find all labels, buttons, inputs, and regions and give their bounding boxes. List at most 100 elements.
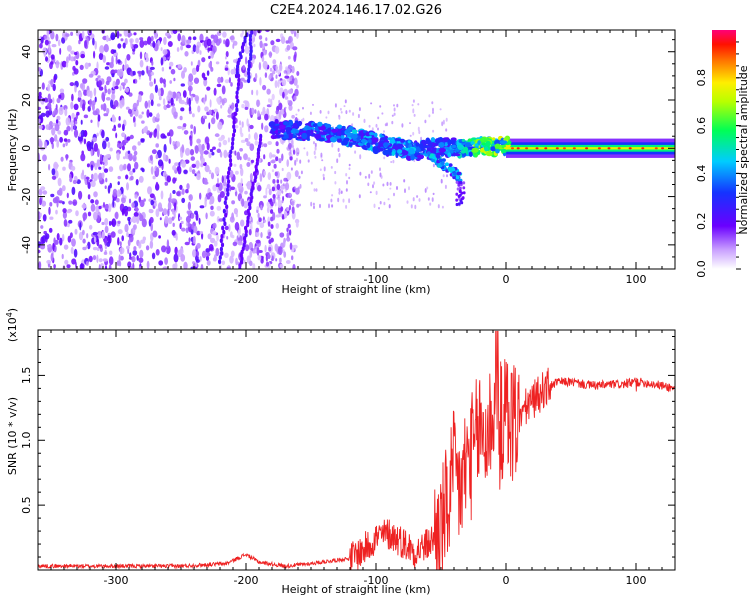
spectrogram-cell bbox=[224, 252, 229, 258]
spectrogram-cell bbox=[66, 192, 69, 199]
spectrogram-cell bbox=[368, 124, 371, 128]
spectrogram-cell bbox=[209, 148, 214, 153]
spectrogram-cell bbox=[154, 84, 158, 94]
spectrogram-cell bbox=[281, 199, 284, 204]
spectrogram-cell bbox=[68, 200, 73, 205]
spectrogram-cell bbox=[206, 260, 211, 266]
spectrogram-cell bbox=[249, 107, 252, 117]
spectrogram-cell bbox=[111, 116, 117, 123]
spectrogram-cell bbox=[278, 63, 283, 72]
track-peak bbox=[585, 147, 589, 150]
track-cell bbox=[435, 154, 440, 158]
track-cell bbox=[410, 154, 415, 161]
spectrogram-streak bbox=[222, 208, 226, 214]
track-cell bbox=[279, 129, 284, 133]
spectrogram-cell bbox=[155, 181, 159, 190]
spectrogram-cell bbox=[180, 45, 184, 51]
spectrogram-cell bbox=[92, 137, 98, 143]
spectrogram-cell bbox=[345, 110, 348, 115]
spectrogram-cell bbox=[56, 115, 61, 121]
spectrogram-cell bbox=[275, 38, 281, 43]
spectrogram-cell bbox=[190, 266, 194, 269]
spectrogram-cell bbox=[404, 188, 406, 193]
spectrogram-cell bbox=[195, 160, 200, 169]
spectrogram-cell bbox=[418, 198, 421, 202]
spectrogram-cell bbox=[302, 106, 304, 110]
spectrogram-cell bbox=[132, 145, 137, 151]
spectrogram-cell bbox=[201, 143, 205, 151]
track-peak bbox=[607, 147, 611, 150]
spectrogram-cell bbox=[229, 35, 235, 41]
spectrogram-cell bbox=[56, 139, 60, 148]
spectrogram-cell bbox=[260, 204, 263, 209]
track-cell bbox=[485, 151, 493, 157]
spectrogram-streak bbox=[235, 107, 239, 113]
spectrogram-cell bbox=[101, 221, 105, 226]
spectrogram-cell bbox=[197, 105, 201, 113]
spectrogram-cell bbox=[179, 115, 183, 121]
spectrogram-cell bbox=[389, 182, 392, 186]
spectrogram-cell bbox=[84, 130, 87, 138]
spectrogram-cell bbox=[190, 124, 194, 129]
spectrogram-cell bbox=[160, 47, 163, 52]
spectrogram-streak bbox=[273, 163, 277, 169]
spectrogram-cell bbox=[445, 128, 448, 132]
track-cell bbox=[455, 192, 459, 196]
spectrogram-cell bbox=[192, 44, 197, 53]
spectrogram-cell bbox=[185, 215, 191, 223]
spectrogram-cell bbox=[111, 218, 117, 228]
spectrogram-cell bbox=[103, 113, 109, 117]
spectrogram-cell bbox=[138, 257, 144, 264]
spectrogram-cell bbox=[174, 246, 178, 255]
spectrogram-cell bbox=[152, 175, 156, 180]
spectrogram-cell bbox=[160, 57, 164, 66]
spectrogram-streak bbox=[236, 86, 240, 91]
spectrogram-cell bbox=[255, 230, 260, 238]
spectrogram-cell bbox=[96, 132, 99, 137]
spectrogram-cell bbox=[51, 44, 57, 48]
spectrogram-cell bbox=[386, 122, 388, 127]
spectrogram-cell bbox=[375, 123, 378, 128]
spectrogram-cell bbox=[346, 180, 348, 185]
spectrogram-cell bbox=[240, 77, 245, 82]
spectrogram-cell bbox=[194, 95, 200, 102]
spectrogram-cell bbox=[216, 148, 221, 153]
spectrogram-streak bbox=[232, 132, 236, 138]
track-cell bbox=[417, 154, 424, 159]
spectrogram-cell bbox=[136, 255, 139, 261]
spectrogram-cell bbox=[338, 191, 341, 195]
spectrogram-cell bbox=[183, 169, 188, 174]
spectrogram-cell bbox=[157, 88, 161, 97]
spectrogram-cell bbox=[186, 96, 189, 105]
spectrogram-cell bbox=[70, 124, 74, 132]
spectrogram-cell bbox=[109, 61, 114, 69]
spectrogram-cell bbox=[213, 240, 218, 247]
spectrogram-cell bbox=[127, 32, 133, 37]
spectrogram-cell bbox=[279, 257, 282, 263]
spectrogram-cell bbox=[393, 112, 396, 116]
spectrogram-cell bbox=[67, 138, 71, 143]
spectrogram-streak bbox=[274, 171, 278, 177]
spectrogram-cell bbox=[131, 202, 135, 209]
spectrogram-cell bbox=[98, 166, 102, 170]
spectrogram-cell bbox=[312, 103, 314, 106]
spectrogram-cell bbox=[122, 156, 126, 160]
track-cell bbox=[293, 122, 298, 129]
spectrogram-cell bbox=[155, 143, 159, 148]
spectrogram-cell bbox=[219, 191, 225, 198]
spectrogram-cell bbox=[62, 166, 66, 171]
x-tick-label: -300 bbox=[104, 273, 129, 286]
spectrogram-cell bbox=[426, 186, 429, 190]
spectrogram-cell bbox=[166, 239, 170, 249]
spectrogram-cell bbox=[61, 37, 66, 44]
spectrogram-cell bbox=[295, 157, 298, 162]
spectrogram-cell bbox=[267, 141, 273, 145]
spectrogram-cell bbox=[132, 168, 136, 173]
spectrogram-cell bbox=[226, 266, 231, 269]
spectrogram-cell bbox=[153, 202, 158, 207]
spectrogram-cell bbox=[445, 117, 448, 122]
spectrogram-cell bbox=[150, 166, 154, 175]
spectrogram-cell bbox=[139, 51, 143, 60]
spectrogram-cell bbox=[296, 84, 299, 89]
spectrogram-cell bbox=[69, 120, 75, 126]
